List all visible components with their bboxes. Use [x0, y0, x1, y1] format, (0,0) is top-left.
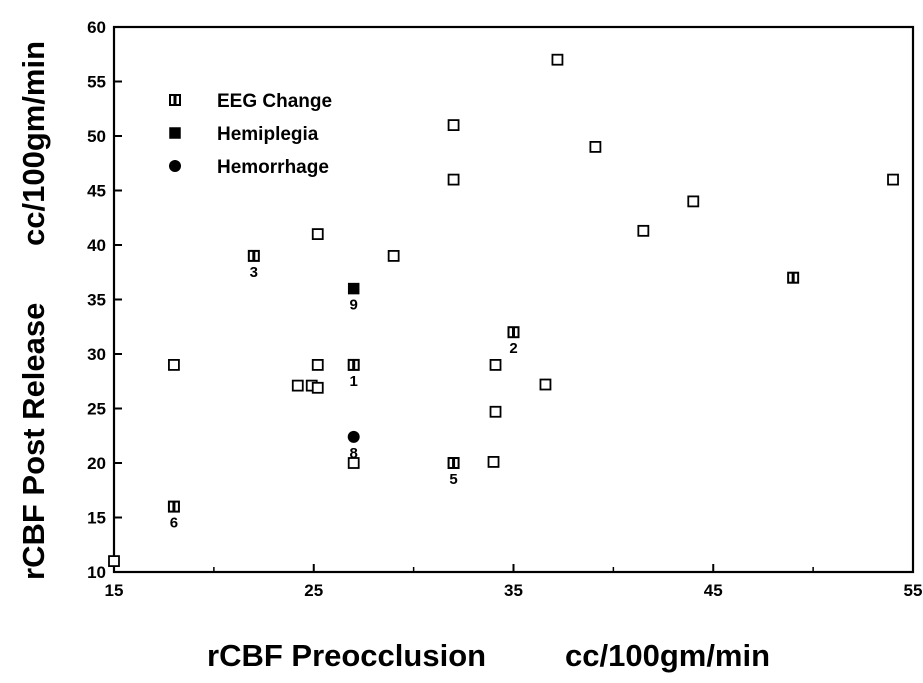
x-axis-ticks: 15 25 35 45 55 [105, 564, 923, 600]
y-axis-title: rCBF Post Release [16, 303, 51, 580]
data-point [507, 326, 520, 339]
data-point [247, 249, 260, 262]
data-point [539, 378, 552, 391]
data-point [489, 405, 502, 418]
y-tick-label: 10 [87, 563, 106, 582]
data-point [311, 228, 324, 241]
data-point [347, 430, 360, 443]
x-axis-unit: cc/100gm/min [565, 638, 770, 673]
data-point [291, 379, 304, 392]
data-point [167, 500, 180, 513]
x-tick-label: 15 [105, 581, 124, 600]
data-point-label: 8 [350, 445, 358, 462]
y-tick-label: 40 [87, 236, 106, 255]
data-point [787, 271, 800, 284]
data-point [589, 140, 602, 153]
data-point-label: 2 [509, 340, 517, 357]
x-tick-label: 45 [704, 581, 723, 600]
legend-label: Hemiplegia [217, 124, 319, 145]
x-tick-label: 55 [904, 581, 923, 600]
x-tick-label: 35 [504, 581, 523, 600]
data-point-label: 9 [350, 297, 358, 314]
y-axis-unit: cc/100gm/min [16, 41, 51, 246]
data-point [347, 358, 360, 371]
legend-label: EEG Change [217, 91, 332, 112]
data-points: 6 3 8 1 9 5 2 [108, 53, 899, 567]
data-point [447, 119, 460, 131]
data-point-label: 5 [449, 471, 457, 488]
data-point [347, 282, 360, 295]
data-point [887, 173, 899, 186]
legend-marker [169, 94, 181, 106]
y-tick-label: 55 [87, 73, 106, 92]
data-point [487, 456, 500, 468]
data-point [387, 249, 400, 262]
data-point-label: 6 [170, 515, 178, 532]
data-point [168, 358, 180, 371]
data-point [637, 224, 650, 237]
data-point [687, 195, 700, 208]
legend-label: Hemorrhage [217, 157, 329, 178]
x-tick-label: 25 [304, 581, 323, 600]
legend-marker [169, 160, 181, 172]
data-point [489, 358, 502, 371]
y-axis-ticks: 10 15 20 25 30 35 40 45 50 55 60 [87, 18, 122, 582]
y-tick-label: 15 [87, 509, 106, 528]
legend-marker [169, 127, 181, 139]
data-point [551, 53, 564, 66]
legend: EEG Change Hemiplegia Hemorrhage [169, 91, 332, 178]
y-tick-label: 45 [87, 182, 106, 201]
data-point [311, 381, 324, 394]
data-point [311, 358, 324, 371]
data-point [447, 457, 460, 469]
data-point-label: 1 [350, 373, 358, 390]
data-point [108, 555, 120, 567]
y-tick-label: 35 [87, 291, 106, 310]
y-tick-label: 25 [87, 400, 106, 419]
y-tick-label: 20 [87, 454, 106, 473]
y-tick-label: 60 [87, 18, 106, 37]
x-axis-title: rCBF Preocclusion [207, 638, 486, 673]
data-point [347, 457, 360, 469]
data-point [447, 173, 460, 186]
data-point-label: 3 [250, 264, 258, 281]
y-tick-label: 30 [87, 345, 106, 364]
y-tick-label: 50 [87, 127, 106, 146]
